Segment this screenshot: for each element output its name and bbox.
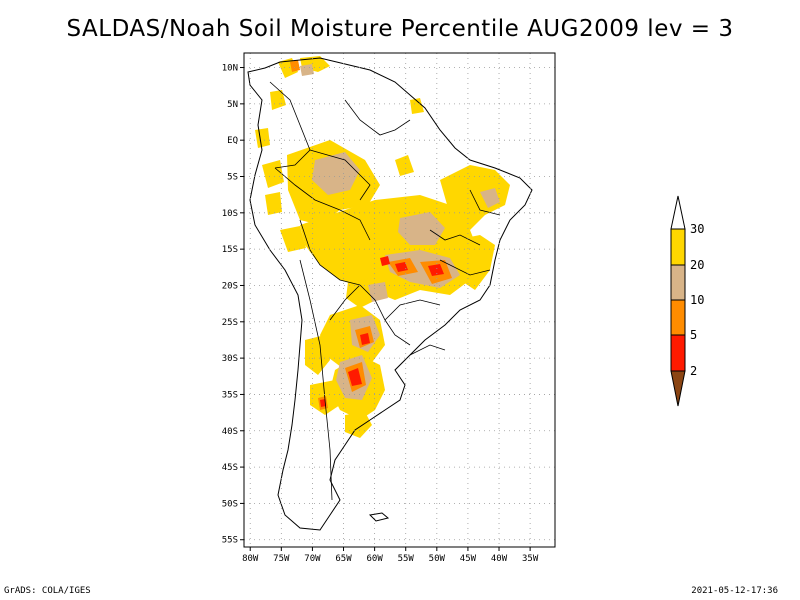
lat-tick-label: 10S [222,209,238,219]
shade-2-5 [320,256,444,407]
map-frame [243,52,556,548]
lon-tick-label: 60W [366,554,383,564]
lon-tick-label: 40W [491,554,508,564]
graticule [244,53,555,547]
lat-tick-label: 25S [222,318,238,328]
colorbar-top-arrow [670,195,686,230]
lat-tick-label: 10N [222,64,238,74]
lon-tick-label: 70W [304,554,321,564]
lat-tick-label: 30S [222,354,238,364]
lon-tick-label: 50W [429,554,446,564]
shade-20-30 [255,56,510,438]
lat-tick-label: 20S [222,281,238,291]
footer-credit: GrADS: COLA/IGES [4,586,91,596]
lat-tick-label: 50S [222,499,238,509]
lon-tick-label: 75W [273,554,290,564]
colorbar: 30 20 10 5 2 [670,195,704,407]
lat-tick-label: 15S [222,245,238,255]
colorbar-bin-10 [670,299,686,336]
lat-tick-label: EQ [227,136,238,146]
colorbar-bin-20 [670,264,686,301]
footer-timestamp: 2021-05-12-17:36 [691,586,778,596]
colorbar-label-30: 30 [690,222,704,236]
lat-tick-label: 45S [222,463,238,473]
lon-tick-label: 80W [242,554,259,564]
longitude-labels: 80W 75W 70W 65W 60W 55W 50W 45W 40W 35W [242,547,539,564]
colorbar-bin-30 [670,228,686,266]
lon-tick-label: 65W [335,554,352,564]
colorbar-label-5: 5 [690,328,697,342]
coastline [247,57,533,531]
country-borders [269,81,501,501]
lon-tick-label: 35W [522,554,539,564]
lat-tick-label: 5S [227,173,238,183]
colorbar-bin-5 [670,334,686,372]
lon-tick-label: 55W [398,554,415,564]
colorbar-label-2: 2 [690,364,697,378]
lon-tick-label: 45W [460,554,477,564]
percentile-shading [255,56,510,438]
colorbar-label-10: 10 [690,293,704,307]
lat-tick-label: 35S [222,390,238,400]
lat-tick-label: 5N [227,100,238,110]
latitude-labels: 10N 5N EQ 5S 10S 15S 20S 25S 30S 35S 40S 45S 50S 55S [222,64,244,546]
map-title: SALDAS/Noah Soil Moisture Percentile AUG… [66,16,734,42]
colorbar-label-20: 20 [690,258,704,272]
lat-tick-label: 40S [222,427,238,437]
colorbar-bottom-arrow [670,370,686,407]
lat-tick-label: 55S [222,536,238,546]
